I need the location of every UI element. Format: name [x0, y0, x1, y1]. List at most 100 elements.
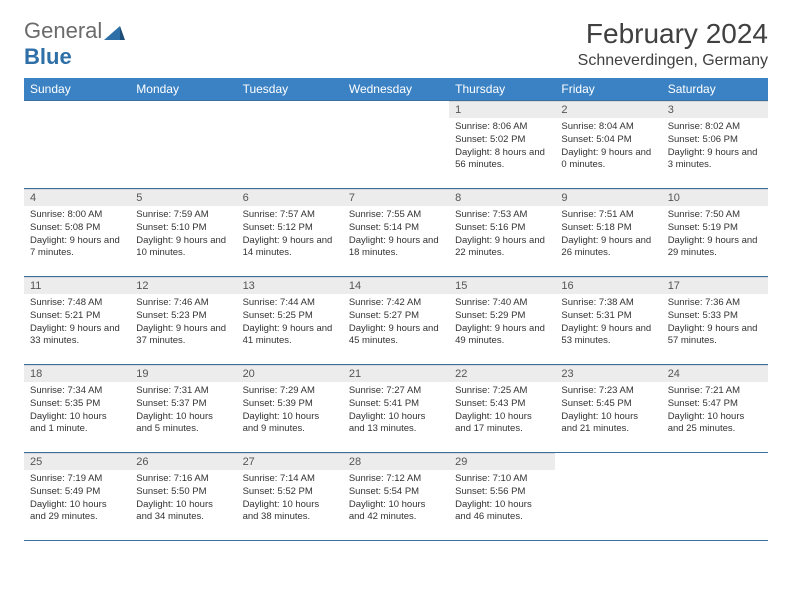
calendar-cell: 15Sunrise: 7:40 AMSunset: 5:29 PMDayligh… [449, 277, 555, 365]
calendar-cell: . [24, 101, 130, 189]
calendar-cell: 14Sunrise: 7:42 AMSunset: 5:27 PMDayligh… [343, 277, 449, 365]
calendar-cell: 7Sunrise: 7:55 AMSunset: 5:14 PMDaylight… [343, 189, 449, 277]
day-body: Sunrise: 7:36 AMSunset: 5:33 PMDaylight:… [662, 294, 768, 352]
day-body: Sunrise: 7:10 AMSunset: 5:56 PMDaylight:… [449, 470, 555, 528]
daylight-line: Daylight: 9 hours and 37 minutes. [136, 323, 230, 349]
calendar-cell: 20Sunrise: 7:29 AMSunset: 5:39 PMDayligh… [237, 365, 343, 453]
day-number: 21 [343, 365, 449, 382]
day-number: 6 [237, 189, 343, 206]
day-number: 3 [662, 101, 768, 118]
sunset-line: Sunset: 5:31 PM [561, 310, 655, 323]
calendar-cell: 22Sunrise: 7:25 AMSunset: 5:43 PMDayligh… [449, 365, 555, 453]
sunrise-line: Sunrise: 7:46 AM [136, 297, 230, 310]
calendar-cell: 11Sunrise: 7:48 AMSunset: 5:21 PMDayligh… [24, 277, 130, 365]
sunset-line: Sunset: 5:16 PM [455, 222, 549, 235]
day-number: 13 [237, 277, 343, 294]
day-body: Sunrise: 7:57 AMSunset: 5:12 PMDaylight:… [237, 206, 343, 264]
day-body: Sunrise: 7:51 AMSunset: 5:18 PMDaylight:… [555, 206, 661, 264]
day-body: Sunrise: 8:06 AMSunset: 5:02 PMDaylight:… [449, 118, 555, 176]
sunset-line: Sunset: 5:25 PM [243, 310, 337, 323]
calendar-row: 4Sunrise: 8:00 AMSunset: 5:08 PMDaylight… [24, 189, 768, 277]
sunset-line: Sunset: 5:29 PM [455, 310, 549, 323]
sunrise-line: Sunrise: 7:55 AM [349, 209, 443, 222]
calendar-page: GeneralBlue February 2024 Schneverdingen… [0, 0, 792, 559]
day-number: 20 [237, 365, 343, 382]
day-body: Sunrise: 8:02 AMSunset: 5:06 PMDaylight:… [662, 118, 768, 176]
daylight-line: Daylight: 9 hours and 3 minutes. [668, 147, 762, 173]
calendar-cell: 25Sunrise: 7:19 AMSunset: 5:49 PMDayligh… [24, 453, 130, 541]
day-body: Sunrise: 7:14 AMSunset: 5:52 PMDaylight:… [237, 470, 343, 528]
calendar-cell: 23Sunrise: 7:23 AMSunset: 5:45 PMDayligh… [555, 365, 661, 453]
sunset-line: Sunset: 5:06 PM [668, 134, 762, 147]
day-body: Sunrise: 7:19 AMSunset: 5:49 PMDaylight:… [24, 470, 130, 528]
day-body: Sunrise: 7:34 AMSunset: 5:35 PMDaylight:… [24, 382, 130, 440]
sunrise-line: Sunrise: 7:29 AM [243, 385, 337, 398]
sunrise-line: Sunrise: 7:53 AM [455, 209, 549, 222]
sunrise-line: Sunrise: 7:57 AM [243, 209, 337, 222]
sunrise-line: Sunrise: 8:06 AM [455, 121, 549, 134]
day-body: Sunrise: 7:31 AMSunset: 5:37 PMDaylight:… [130, 382, 236, 440]
day-header: Saturday [662, 78, 768, 101]
day-number: 26 [130, 453, 236, 470]
calendar-cell: . [237, 101, 343, 189]
day-number: 7 [343, 189, 449, 206]
day-body: Sunrise: 7:23 AMSunset: 5:45 PMDaylight:… [555, 382, 661, 440]
sunrise-line: Sunrise: 7:44 AM [243, 297, 337, 310]
daylight-line: Daylight: 10 hours and 21 minutes. [561, 411, 655, 437]
daylight-line: Daylight: 10 hours and 29 minutes. [30, 499, 124, 525]
day-body: Sunrise: 7:16 AMSunset: 5:50 PMDaylight:… [130, 470, 236, 528]
day-number: 28 [343, 453, 449, 470]
day-number: 16 [555, 277, 661, 294]
sunset-line: Sunset: 5:39 PM [243, 398, 337, 411]
sunrise-line: Sunrise: 7:21 AM [668, 385, 762, 398]
day-header-row: SundayMondayTuesdayWednesdayThursdayFrid… [24, 78, 768, 101]
daylight-line: Daylight: 10 hours and 42 minutes. [349, 499, 443, 525]
daylight-line: Daylight: 9 hours and 26 minutes. [561, 235, 655, 261]
calendar-cell: 21Sunrise: 7:27 AMSunset: 5:41 PMDayligh… [343, 365, 449, 453]
calendar-cell: 29Sunrise: 7:10 AMSunset: 5:56 PMDayligh… [449, 453, 555, 541]
sunrise-line: Sunrise: 7:36 AM [668, 297, 762, 310]
daylight-line: Daylight: 10 hours and 25 minutes. [668, 411, 762, 437]
day-body: Sunrise: 7:44 AMSunset: 5:25 PMDaylight:… [237, 294, 343, 352]
calendar-head: SundayMondayTuesdayWednesdayThursdayFrid… [24, 78, 768, 101]
day-number: 8 [449, 189, 555, 206]
calendar-body: .... 1Sunrise: 8:06 AMSunset: 5:02 PMDayl… [24, 101, 768, 541]
title-block: February 2024 Schneverdingen, Germany [578, 18, 768, 70]
brand-logo: GeneralBlue [24, 18, 126, 70]
sunrise-line: Sunrise: 7:51 AM [561, 209, 655, 222]
daylight-line: Daylight: 9 hours and 14 minutes. [243, 235, 337, 261]
sunset-line: Sunset: 5:43 PM [455, 398, 549, 411]
sunset-line: Sunset: 5:52 PM [243, 486, 337, 499]
calendar-row: 11Sunrise: 7:48 AMSunset: 5:21 PMDayligh… [24, 277, 768, 365]
sunrise-line: Sunrise: 7:48 AM [30, 297, 124, 310]
sunset-line: Sunset: 5:45 PM [561, 398, 655, 411]
sunrise-line: Sunrise: 7:27 AM [349, 385, 443, 398]
calendar-cell: . [662, 453, 768, 541]
sunrise-line: Sunrise: 8:02 AM [668, 121, 762, 134]
day-body: Sunrise: 7:55 AMSunset: 5:14 PMDaylight:… [343, 206, 449, 264]
calendar-cell: 9Sunrise: 7:51 AMSunset: 5:18 PMDaylight… [555, 189, 661, 277]
calendar-cell: 17Sunrise: 7:36 AMSunset: 5:33 PMDayligh… [662, 277, 768, 365]
day-body: Sunrise: 7:48 AMSunset: 5:21 PMDaylight:… [24, 294, 130, 352]
day-header: Thursday [449, 78, 555, 101]
calendar-cell: . [555, 453, 661, 541]
day-body: Sunrise: 7:12 AMSunset: 5:54 PMDaylight:… [343, 470, 449, 528]
day-header: Friday [555, 78, 661, 101]
daylight-line: Daylight: 9 hours and 33 minutes. [30, 323, 124, 349]
sunset-line: Sunset: 5:19 PM [668, 222, 762, 235]
calendar-cell: 6Sunrise: 7:57 AMSunset: 5:12 PMDaylight… [237, 189, 343, 277]
calendar-cell: 26Sunrise: 7:16 AMSunset: 5:50 PMDayligh… [130, 453, 236, 541]
sunrise-line: Sunrise: 7:59 AM [136, 209, 230, 222]
daylight-line: Daylight: 8 hours and 56 minutes. [455, 147, 549, 173]
day-body: Sunrise: 7:42 AMSunset: 5:27 PMDaylight:… [343, 294, 449, 352]
sunrise-line: Sunrise: 7:23 AM [561, 385, 655, 398]
day-number: 4 [24, 189, 130, 206]
day-number: 1 [449, 101, 555, 118]
day-header: Monday [130, 78, 236, 101]
location: Schneverdingen, Germany [578, 52, 768, 70]
daylight-line: Daylight: 9 hours and 10 minutes. [136, 235, 230, 261]
sunrise-line: Sunrise: 7:40 AM [455, 297, 549, 310]
calendar-cell: 12Sunrise: 7:46 AMSunset: 5:23 PMDayligh… [130, 277, 236, 365]
daylight-line: Daylight: 10 hours and 46 minutes. [455, 499, 549, 525]
calendar-cell: 27Sunrise: 7:14 AMSunset: 5:52 PMDayligh… [237, 453, 343, 541]
